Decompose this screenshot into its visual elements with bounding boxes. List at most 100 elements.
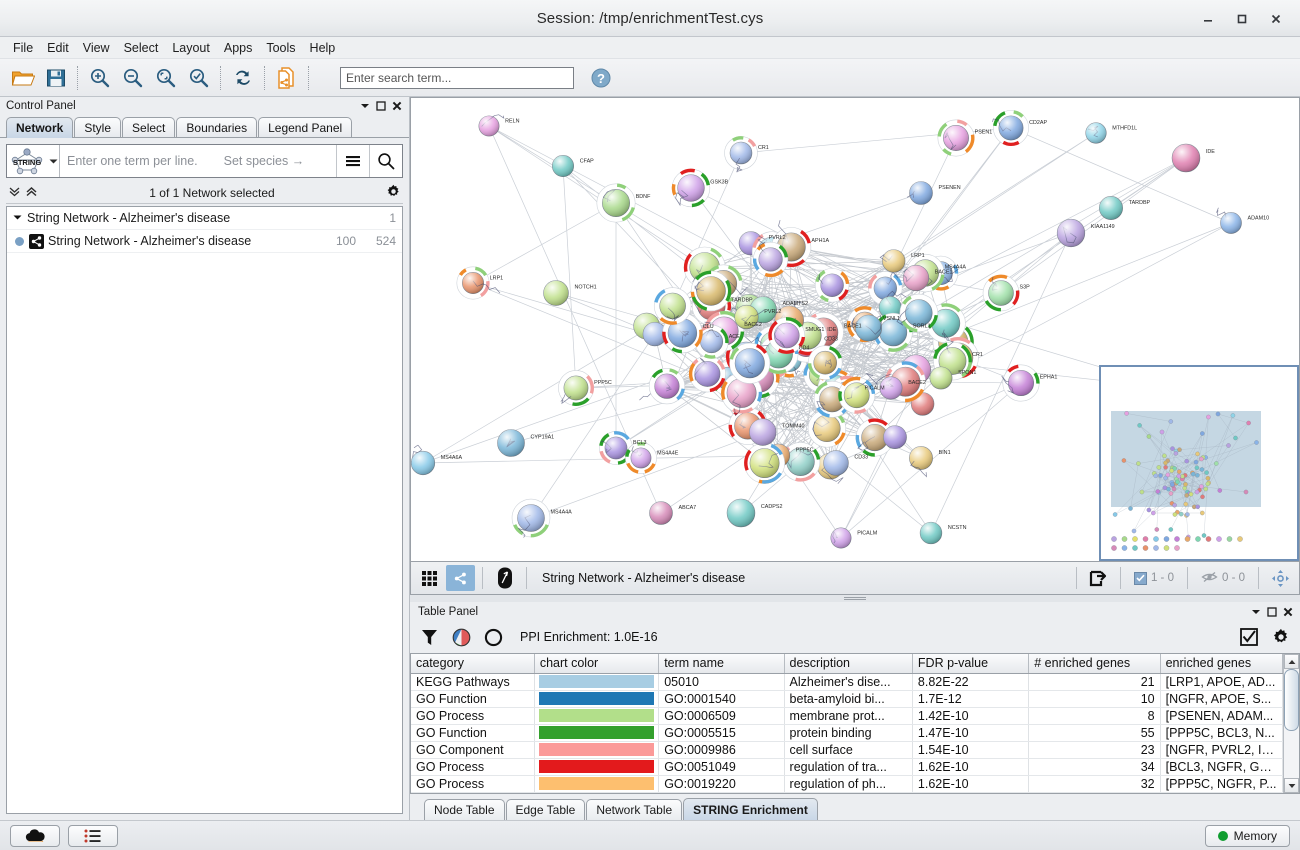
maximize-button[interactable] — [1226, 5, 1258, 33]
tab-network[interactable]: Network — [6, 117, 74, 138]
network-node[interactable] — [883, 425, 907, 450]
string-dropdown-icon[interactable] — [47, 145, 59, 177]
panel-close-icon[interactable] — [389, 98, 405, 114]
network-node[interactable] — [649, 501, 673, 525]
search-input[interactable]: Enter search term... — [340, 66, 574, 89]
network-node[interactable] — [992, 110, 1029, 146]
network-node[interactable] — [929, 366, 953, 390]
network-node[interactable] — [872, 312, 913, 352]
column-header-fdr-pvalue[interactable]: FDR p-value — [912, 654, 1030, 674]
tab-boundaries[interactable]: Boundaries — [176, 117, 258, 137]
network-node[interactable] — [909, 446, 933, 478]
network-node[interactable] — [558, 370, 594, 406]
network-node[interactable] — [729, 342, 771, 384]
table-row[interactable]: GO Function GO:0001540 beta-amyloid bi... 1… — [411, 690, 1283, 708]
network-node[interactable] — [855, 418, 894, 457]
network-node[interactable] — [724, 136, 758, 173]
chart-color-icon[interactable] — [450, 625, 472, 649]
network-canvas[interactable]: VSNL1 ADAMTS2 PVRL2 TARDBP BACE1 PPP5C MS4A4A P… — [410, 97, 1300, 562]
donut-icon[interactable] — [482, 625, 504, 649]
refresh-icon[interactable] — [226, 62, 259, 94]
network-node[interactable] — [879, 376, 903, 400]
panel-float-icon[interactable] — [1264, 604, 1280, 620]
network-node[interactable] — [726, 498, 756, 528]
minimize-button[interactable] — [1192, 5, 1224, 33]
network-node[interactable] — [768, 317, 806, 354]
panel-dropdown-icon[interactable] — [357, 98, 373, 114]
network-tree-root[interactable]: String Network - Alzheimer's disease 1 — [7, 207, 402, 230]
network-node[interactable] — [1216, 207, 1242, 234]
share-network-icon[interactable] — [446, 565, 475, 591]
network-node[interactable] — [752, 239, 789, 278]
scroll-track[interactable] — [1284, 669, 1299, 778]
network-node[interactable] — [625, 442, 657, 474]
network-node[interactable] — [511, 498, 551, 538]
column-header-category[interactable]: category — [411, 654, 535, 674]
network-node[interactable] — [1001, 364, 1040, 402]
zoom-in-icon[interactable] — [83, 62, 116, 94]
panel-dropdown-icon[interactable] — [1248, 604, 1264, 620]
filter-icon[interactable] — [418, 625, 440, 649]
tab-node-table[interactable]: Node Table — [424, 799, 505, 820]
network-minimap[interactable] — [1099, 365, 1299, 561]
network-node[interactable] — [780, 442, 821, 482]
network-node[interactable] — [478, 114, 505, 137]
table-row[interactable]: GO Process GO:0006509 membrane prot... 1.42… — [411, 707, 1283, 725]
network-node[interactable] — [642, 321, 667, 347]
network-node[interactable] — [653, 287, 692, 325]
column-header-term-name[interactable]: term name — [658, 654, 785, 674]
tab-legend-panel[interactable]: Legend Panel — [258, 117, 353, 137]
network-node[interactable] — [744, 442, 786, 484]
network-node[interactable] — [855, 314, 883, 342]
string-logo-icon[interactable]: STRING — [7, 145, 47, 177]
column-header-enriched-gene-count[interactable]: # enriched genes — [1028, 654, 1161, 674]
table-row[interactable]: GO Process GO:0051049 regulation of tra...… — [411, 758, 1283, 776]
scroll-up-icon[interactable] — [1284, 654, 1299, 669]
annotation-icon[interactable] — [490, 565, 519, 591]
menu-view[interactable]: View — [82, 40, 110, 55]
tab-string-enrichment[interactable]: STRING Enrichment — [683, 798, 818, 820]
network-node[interactable] — [497, 429, 525, 457]
list-icon[interactable] — [68, 824, 118, 847]
network-node[interactable] — [830, 527, 852, 549]
network-tree-item[interactable]: String Network - Alzheimer's disease 100… — [7, 230, 402, 253]
menu-file[interactable]: File — [13, 40, 34, 55]
table-row[interactable]: GO Component GO:0009986 cell surface 1.54E-… — [411, 741, 1283, 759]
menu-select[interactable]: Select — [123, 40, 159, 55]
table-row[interactable]: GO Process GO:0019220 regulation of ph... 1… — [411, 775, 1283, 793]
zoom-out-icon[interactable] — [116, 62, 149, 94]
network-node[interactable] — [721, 372, 763, 417]
scroll-thumb[interactable] — [1284, 669, 1299, 731]
network-node[interactable] — [648, 368, 686, 405]
select-all-checkbox-icon[interactable] — [1238, 625, 1260, 649]
zoom-selected-icon[interactable] — [182, 62, 215, 94]
network-node[interactable] — [807, 409, 847, 448]
expand-all-icon[interactable] — [25, 186, 38, 200]
network-node[interactable] — [868, 271, 903, 306]
network-node[interactable] — [411, 444, 436, 476]
network-node[interactable] — [749, 418, 777, 446]
cloud-icon[interactable] — [10, 824, 60, 847]
network-node[interactable] — [1099, 196, 1123, 220]
network-node[interactable] — [906, 181, 933, 205]
help-icon[interactable]: ? — [588, 65, 614, 91]
menu-apps[interactable]: Apps — [223, 40, 253, 55]
memory-button[interactable]: Memory — [1204, 824, 1290, 847]
network-node[interactable] — [896, 293, 939, 333]
network-node[interactable] — [814, 268, 850, 303]
network-graph[interactable]: VSNL1ADAMTS2PVRL2TARDBPBACE1PPP5CMS4A4AP… — [411, 98, 1299, 561]
grid-layout-icon[interactable] — [415, 565, 444, 591]
tab-style[interactable]: Style — [74, 117, 122, 137]
column-header-description[interactable]: description — [784, 654, 913, 674]
hamburger-icon[interactable] — [336, 145, 369, 177]
network-node[interactable] — [1056, 218, 1086, 248]
network-node[interactable] — [671, 168, 711, 208]
network-node[interactable] — [1085, 122, 1107, 144]
scroll-down-icon[interactable] — [1284, 778, 1299, 793]
network-node[interactable] — [823, 450, 849, 476]
table-row[interactable]: GO Function GO:0005515 protein binding 1.47… — [411, 724, 1283, 742]
menu-edit[interactable]: Edit — [47, 40, 69, 55]
panel-close-icon[interactable] — [1280, 604, 1296, 620]
menu-tools[interactable]: Tools — [266, 40, 296, 55]
network-node[interactable] — [662, 312, 703, 354]
